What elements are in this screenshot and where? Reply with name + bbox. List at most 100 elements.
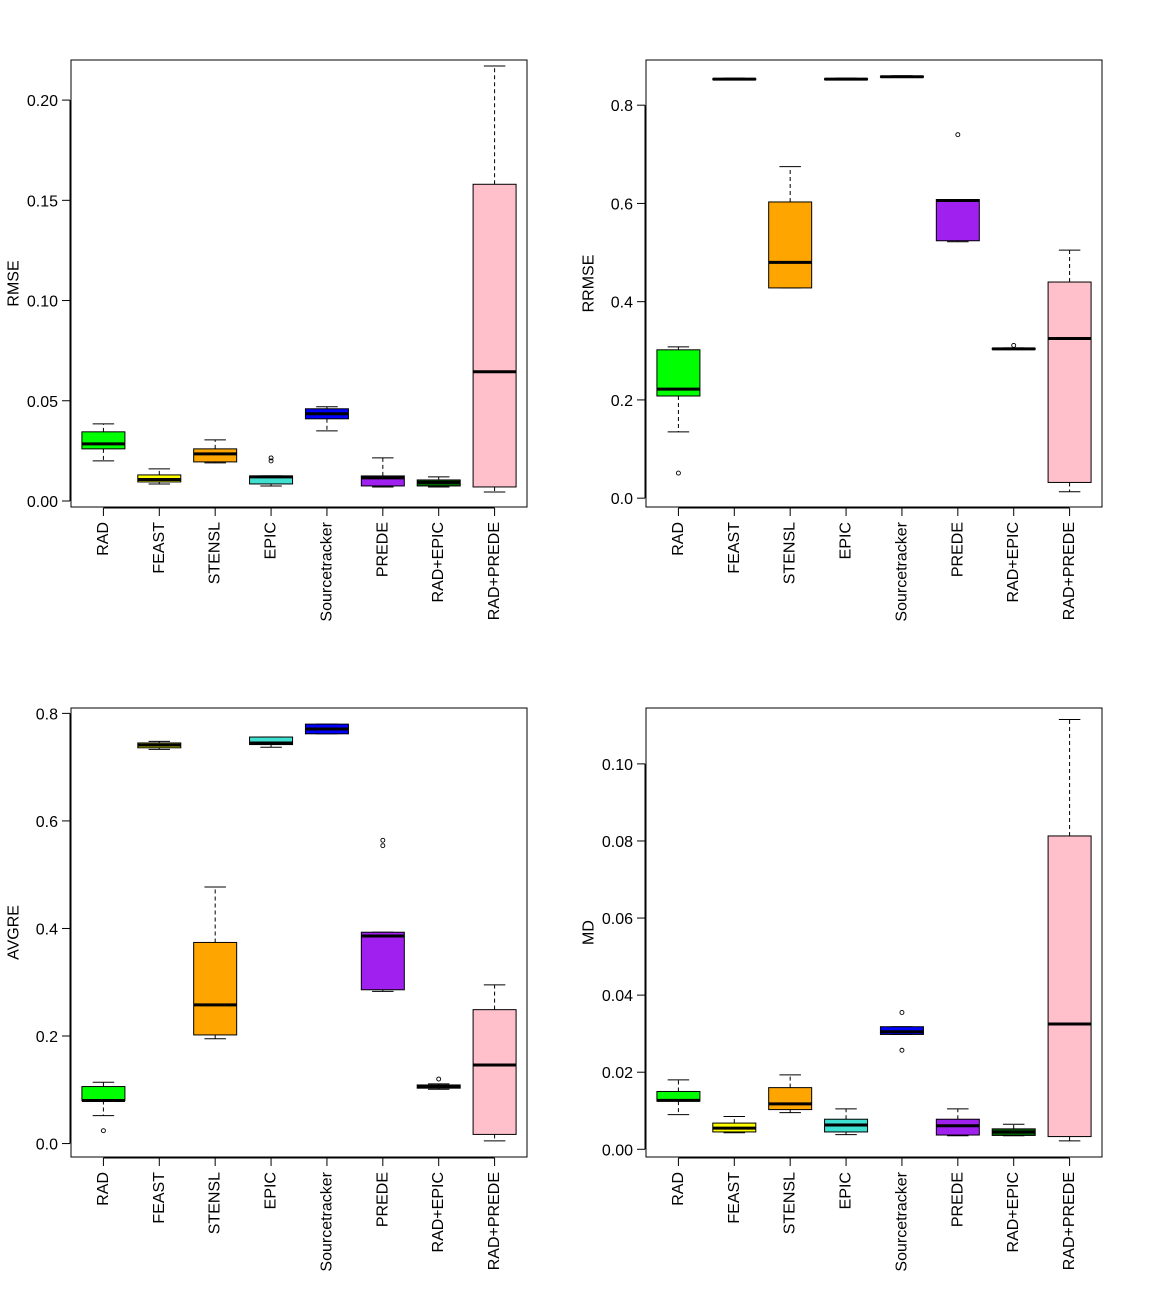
box-prede [935, 1108, 980, 1137]
box-sourcetracker [304, 406, 349, 432]
outlier-point [380, 837, 386, 843]
box-rad [656, 1079, 701, 1116]
y-tick-label: 0.2 [611, 393, 633, 410]
x-tick-label: PREDE [374, 522, 391, 577]
box-stensl [193, 439, 238, 464]
box-body [193, 941, 238, 1036]
x-tick-label: PREDE [949, 522, 966, 577]
box-epic [249, 455, 294, 487]
outlier-point [380, 843, 386, 849]
boxplot-panel-md: 0.00 0.02 0.04 0.06 0.08 0.10 MD RAD FEAST STENSL… [581, 707, 1103, 1272]
boxplot-panel-rrmse: 0.0 0.2 0.4 0.6 0.8 RRMSE RAD FEAST STENSL EPIC So… [581, 59, 1103, 622]
box-rad-plus-epic [991, 1123, 1036, 1137]
x-tick-label: Sourcetracker [318, 521, 335, 621]
outlier-point [899, 1047, 905, 1053]
x-tick-label: RAD+EPIC [1005, 522, 1022, 602]
outlier-point [955, 132, 961, 138]
y-tick-label: 0.05 [27, 394, 58, 411]
box-sourcetracker [879, 1010, 924, 1053]
box-rad-plus-prede [1047, 719, 1092, 1142]
x-tick-label: RAD [95, 522, 112, 556]
box-body [472, 183, 517, 488]
box-body [360, 475, 405, 487]
x-tick-label: PREDE [374, 1172, 391, 1227]
box-body [935, 199, 980, 242]
plot-frame [645, 707, 1103, 1158]
outlier-point [436, 1076, 442, 1082]
box-epic [249, 736, 294, 748]
box-rad-plus-epic [991, 342, 1036, 351]
box-prede [935, 132, 980, 243]
box-rad-plus-prede [472, 65, 517, 493]
box-prede [360, 837, 405, 992]
plot-frame [70, 59, 528, 508]
y-tick-label: 0.0 [36, 1137, 58, 1154]
outlier-point [899, 1010, 905, 1015]
x-tick-label: RAD [670, 1172, 687, 1206]
x-tick-label: RAD+PREDE [1061, 522, 1078, 620]
outlier-point [268, 455, 274, 461]
box-body [81, 431, 126, 450]
box-sourcetracker [879, 75, 924, 79]
box-epic [824, 1108, 869, 1136]
y-tick-label: 0.6 [36, 814, 58, 831]
x-tick-label: RAD+EPIC [1005, 1172, 1022, 1252]
x-tick-label: RAD+PREDE [1061, 1172, 1078, 1270]
box-body [768, 201, 813, 289]
x-tick-label: RAD+EPIC [430, 1172, 447, 1252]
box-body [768, 1087, 813, 1111]
x-tick-label: STENSL [207, 1172, 224, 1234]
x-tick-label: EPIC [838, 1172, 855, 1209]
y-tick-label: 0.2 [36, 1029, 58, 1046]
box-stensl [768, 166, 813, 289]
box-body [1047, 281, 1092, 483]
x-tick-label: Sourcetracker [893, 1171, 910, 1271]
y-axis-label: RRMSE [581, 255, 598, 313]
box-feast [712, 77, 757, 81]
x-tick-label: RAD [95, 1172, 112, 1206]
y-tick-label: 0.20 [27, 93, 58, 110]
box-body [1047, 835, 1092, 1138]
x-tick-label: STENSL [207, 522, 224, 584]
y-tick-label: 0.00 [27, 494, 58, 511]
boxplot-panel-rmse: 0.00 0.05 0.10 0.15 0.20 RMSE RAD FEAST STENSL EP… [6, 59, 528, 622]
box-stensl [193, 886, 238, 1040]
outlier-point [675, 470, 681, 476]
x-tick-label: FEAST [726, 1172, 743, 1224]
box-epic [824, 77, 869, 81]
box-rad-plus-epic [416, 476, 461, 488]
x-tick-label: STENSL [782, 522, 799, 584]
x-tick-label: FEAST [151, 522, 168, 574]
x-tick-label: RAD+EPIC [430, 522, 447, 602]
x-tick-label: EPIC [263, 522, 280, 559]
y-tick-label: 0.4 [611, 295, 633, 312]
x-tick-label: FEAST [726, 522, 743, 574]
x-tick-label: RAD+PREDE [486, 522, 503, 620]
box-rad [81, 1081, 126, 1134]
box-rad-plus-prede [472, 984, 517, 1142]
x-tick-label: EPIC [838, 522, 855, 559]
x-tick-label: PREDE [949, 1172, 966, 1227]
box-prede [360, 457, 405, 488]
outlier-point [100, 1128, 106, 1134]
box-feast [712, 1116, 757, 1134]
box-stensl [768, 1074, 813, 1114]
x-tick-label: Sourcetracker [318, 1171, 335, 1271]
box-rad [81, 423, 126, 462]
x-tick-label: EPIC [263, 1172, 280, 1209]
box-rad [656, 346, 701, 476]
box-body [81, 1086, 126, 1102]
y-tick-label: 0.4 [36, 921, 58, 938]
y-tick-label: 0.8 [611, 98, 633, 115]
box-body [193, 448, 238, 463]
y-tick-label: 0.10 [602, 757, 633, 774]
plot-frame [70, 707, 528, 1158]
x-tick-label: STENSL [782, 1172, 799, 1234]
y-tick-label: 0.10 [27, 294, 58, 311]
box-body [249, 736, 294, 746]
y-axis-label: AVGRE [6, 905, 23, 960]
outlier-point [1011, 342, 1017, 348]
y-tick-label: 0.15 [27, 193, 58, 210]
boxplot-panel-avgre: 0.0 0.2 0.4 0.6 0.8 AVGRE RAD FEAST STENSL EPIC So… [6, 706, 528, 1272]
